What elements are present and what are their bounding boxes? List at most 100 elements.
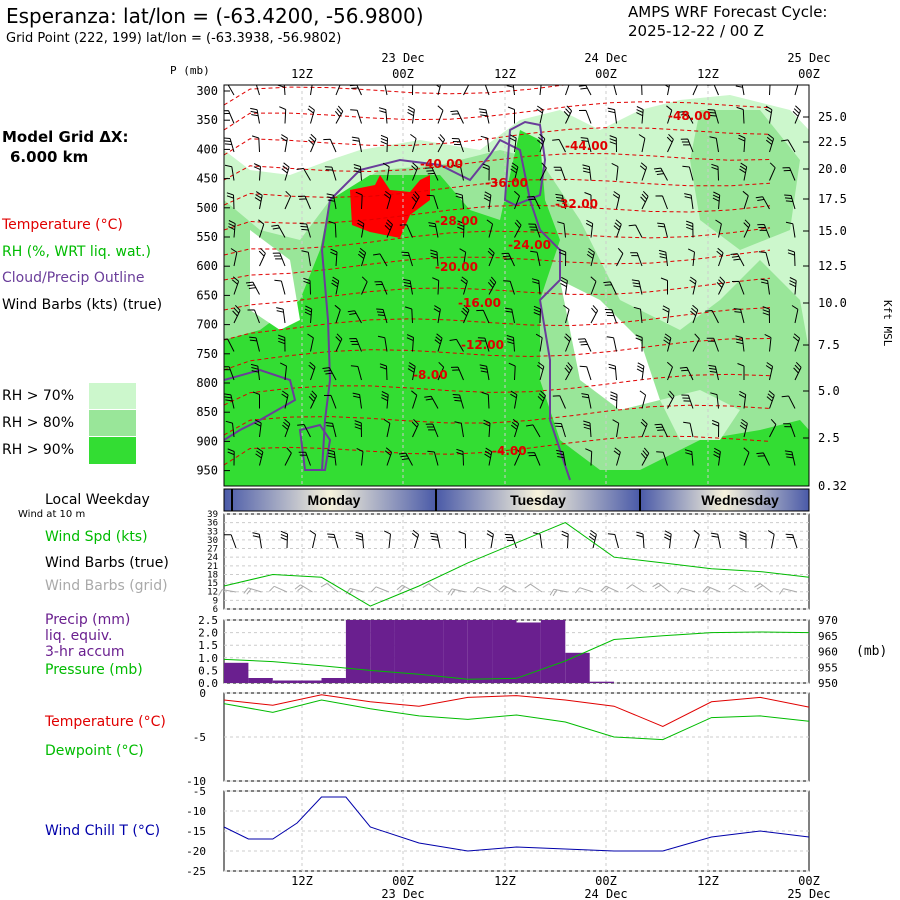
cross-section-wind-barb (552, 139, 566, 153)
height-tick: 25.0 (818, 110, 847, 124)
cross-section-wind-barb (253, 163, 261, 181)
cross-section-wind-barb (709, 136, 719, 153)
precip-bar (443, 620, 468, 683)
cross-section-wind-barb (784, 450, 796, 466)
cross-section-wind-barb (784, 194, 796, 210)
grid-wind-barb (370, 586, 390, 593)
surface-wind-barb (355, 531, 364, 549)
cross-section-wind-barb (528, 223, 541, 238)
cross-section-wind-barb (785, 221, 796, 238)
surface-wind-barb (383, 530, 391, 549)
cross-section-wind-barb (279, 106, 287, 124)
cross-section-wind-barb (514, 219, 522, 238)
wind-speed-tick: 30 (207, 536, 218, 546)
cross-section-wind-barb (330, 248, 338, 267)
cross-section-wind-barb (435, 85, 442, 96)
legend-cloud-outline: Cloud/Precip Outline (2, 270, 145, 286)
cross-section-wind-barb (254, 85, 260, 96)
surface-wind-barb (280, 530, 288, 549)
precip-bar (297, 680, 322, 683)
cross-section-wind-barb (411, 390, 418, 409)
cross-section-wind-barb (383, 419, 391, 438)
cross-section-wind-barb (557, 221, 566, 238)
isotherm-label: -44.00 (565, 139, 608, 153)
cross-section-wind-barb (335, 333, 343, 352)
isotherm-line (224, 435, 771, 466)
grid-wind-barb (218, 589, 237, 596)
cross-section-wind-barb (553, 166, 566, 181)
pressure-tick: 300 (196, 84, 218, 98)
surface-wind-barb (561, 530, 569, 549)
wind-speed-tick: 18 (207, 570, 218, 580)
cross-section-wind-barb (334, 105, 344, 124)
legend-precip-liq: liq. equiv. (45, 628, 113, 644)
cross-section-wind-barb (251, 135, 260, 153)
cross-section-wind-barb (769, 85, 771, 96)
legend-rh90-label: RH > 90% (2, 442, 75, 458)
cross-section-wind-barb (301, 250, 311, 267)
legend-wind-barbs-grid: Wind Barbs (grid) (45, 578, 168, 594)
surface-wind-barb (224, 534, 237, 549)
grid-wind-barb (626, 584, 645, 593)
precip-bar (565, 652, 590, 683)
cross-section-wind-barb (612, 419, 620, 438)
cross-section-wind-barb (486, 219, 494, 238)
cloud-outline-lower (224, 368, 297, 441)
isotherm-label: -48.00 (668, 109, 711, 123)
cross-section-wind-barb (483, 191, 492, 210)
cross-section-wind-barb (432, 277, 440, 295)
surface-wind-barb (739, 531, 747, 548)
cross-section-frame (223, 84, 810, 487)
cross-section-wind-barb (249, 336, 260, 352)
cross-section-wind-barb (590, 276, 597, 295)
precip-bar (492, 620, 517, 683)
cross-section-wind-barb (739, 418, 748, 438)
cross-section-wind-barb (437, 105, 444, 124)
cross-section-wind-barb (404, 306, 413, 324)
bottom-time-tick: 00Z (392, 874, 414, 888)
cross-section-wind-barb (224, 393, 235, 409)
page-title: Esperanza: lat/lon = (-63.4200, -56.9800… (6, 4, 424, 28)
cross-section-wind-barb (793, 361, 802, 381)
cross-section-wind-barb (555, 193, 566, 210)
cross-section-wind-barb (509, 134, 517, 153)
cross-section-wind-barb (361, 276, 368, 295)
cross-section-wind-barb (638, 134, 646, 153)
cross-section-wind-barb (636, 106, 644, 124)
windchill-tick: -10 (186, 805, 206, 818)
top-date-label: 23 Dec (381, 51, 424, 65)
cross-section-wind-barb (712, 191, 721, 210)
cross-section-wind-barb (764, 333, 772, 352)
bottom-time-tick: 12Z (494, 874, 516, 888)
cloud-outline-blob (298, 423, 332, 471)
cross-section-wind-barb (378, 107, 388, 124)
cross-section-wind-barb (297, 424, 311, 438)
wind-speed-tick: 27 (207, 545, 218, 555)
cross-section-wind-barb (731, 280, 745, 295)
cross-section-wind-barb (609, 135, 617, 153)
cross-section-wind-barb (639, 162, 648, 181)
cross-section-wind-barb (708, 364, 719, 381)
cross-section-wind-barb (765, 105, 773, 124)
cross-section-wind-barb (427, 450, 439, 466)
cross-section-wind-barb (349, 338, 362, 352)
precip-bar (419, 620, 444, 683)
cross-section-wind-barb (281, 162, 290, 181)
cross-section-wind-barb (564, 333, 572, 352)
cross-section-wind-barb (450, 110, 464, 124)
cross-section-wind-barb (537, 361, 545, 381)
grid-wind-barb (754, 583, 772, 593)
cross-section-wind-barb (407, 105, 415, 124)
cross-section-wind-barb (384, 190, 392, 210)
legend-temp-series: Temperature (°C) (45, 714, 166, 730)
cross-section-wind-barb (716, 276, 726, 295)
cross-section-wind-barb (299, 223, 311, 238)
cross-section-wind-barb (325, 422, 337, 438)
bottom-time-tick: 00Z (798, 874, 820, 888)
cross-section-wind-barb (586, 247, 595, 267)
cross-section-wind-barb (280, 134, 288, 153)
cross-section-wind-barb (407, 362, 416, 381)
cross-section-wind-barb (308, 361, 316, 381)
grid-wind-barb (268, 585, 288, 593)
cross-section-wind-barb (662, 305, 670, 324)
